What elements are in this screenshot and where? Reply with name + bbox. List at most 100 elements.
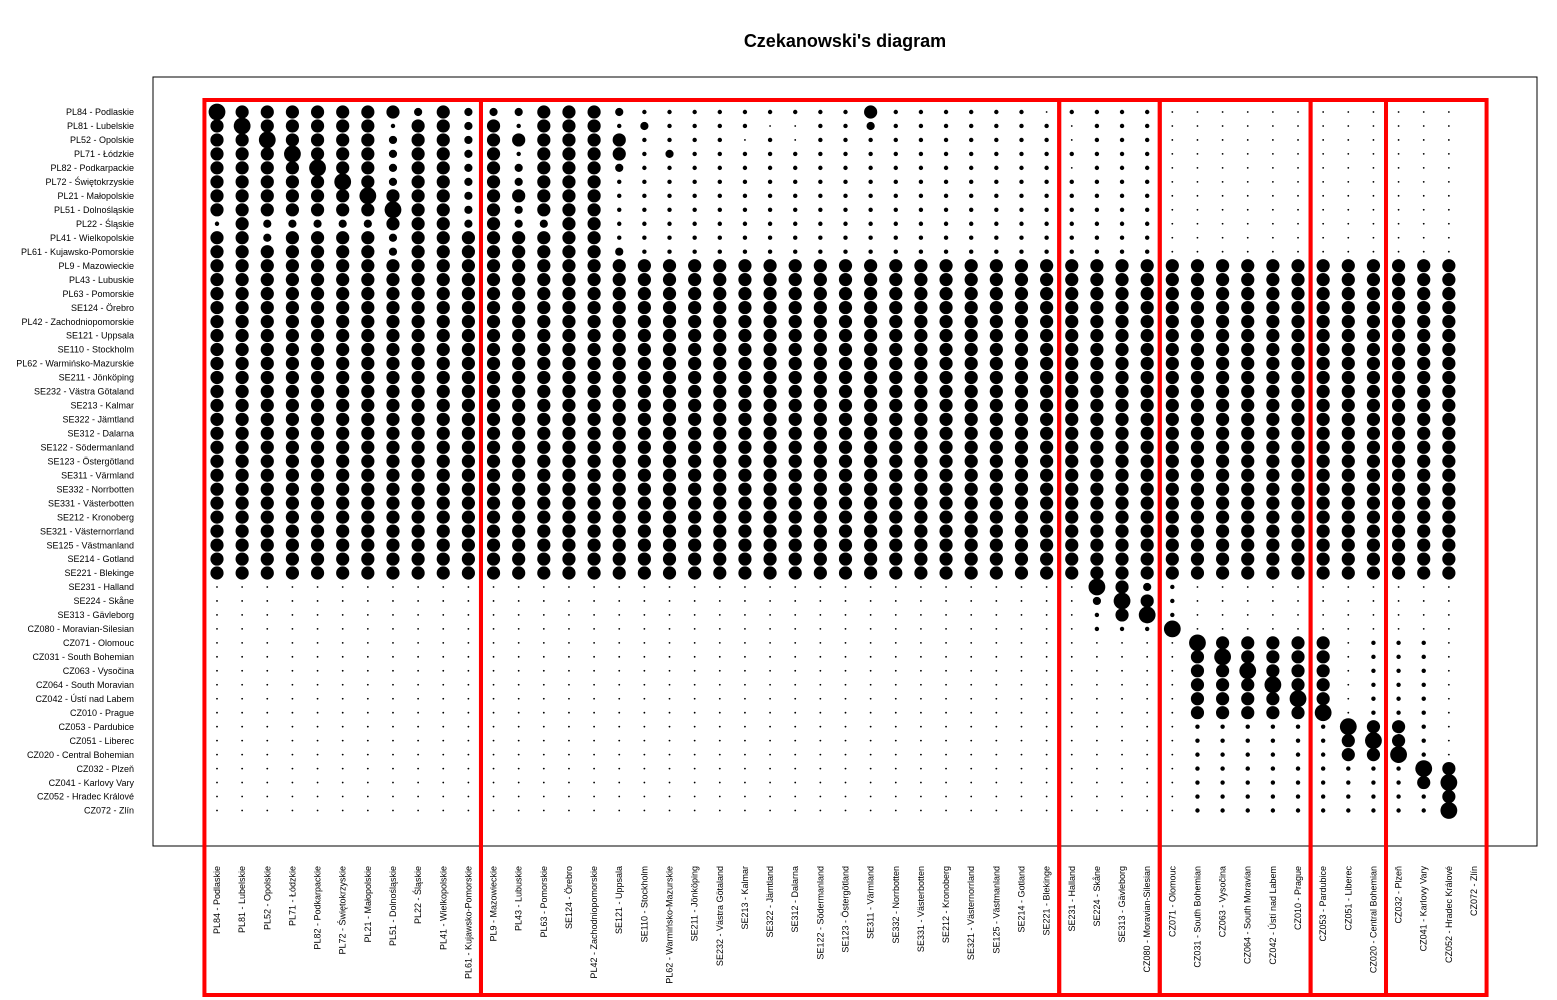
symbol-dot bbox=[1271, 208, 1274, 211]
symbol-dot bbox=[819, 641, 822, 644]
symbol-dot bbox=[989, 412, 1003, 426]
symbol-dot bbox=[1417, 412, 1431, 426]
symbol-dot bbox=[291, 809, 294, 812]
symbol-dot bbox=[336, 454, 350, 468]
symbol-dot bbox=[718, 795, 721, 798]
symbol-dot bbox=[964, 496, 978, 510]
symbol-dot bbox=[467, 781, 470, 784]
symbol-dot bbox=[945, 781, 947, 784]
symbol-dot bbox=[1190, 664, 1205, 678]
symbol-dot bbox=[260, 538, 274, 552]
symbol-dot bbox=[794, 669, 797, 672]
row-label: CZ071 - Olomouc bbox=[63, 638, 135, 648]
symbol-dot bbox=[617, 179, 622, 185]
symbol-dot bbox=[336, 328, 350, 343]
symbol-dot bbox=[291, 641, 294, 644]
symbol-dot bbox=[889, 482, 903, 496]
symbol-dot bbox=[718, 809, 721, 812]
symbol-dot bbox=[1090, 287, 1104, 301]
symbol-dot bbox=[738, 328, 752, 343]
symbol-dot bbox=[1216, 398, 1230, 412]
symbol-dot bbox=[1241, 706, 1255, 720]
symbol-dot bbox=[1119, 221, 1125, 226]
symbol-dot bbox=[1241, 440, 1255, 454]
symbol-dot bbox=[995, 795, 998, 798]
symbol-dot bbox=[818, 109, 823, 115]
column-label: SE313 - Gävleborg bbox=[1117, 866, 1127, 943]
symbol-dot bbox=[889, 426, 903, 440]
symbol-dot bbox=[767, 179, 773, 185]
symbol-dot bbox=[492, 586, 495, 588]
symbol-dot bbox=[562, 287, 576, 301]
symbol-dot bbox=[1119, 151, 1125, 157]
symbol-dot bbox=[920, 600, 922, 602]
symbol-dot bbox=[692, 249, 697, 254]
symbol-dot bbox=[995, 683, 998, 686]
symbol-dot bbox=[492, 600, 495, 602]
symbol-dot bbox=[266, 711, 269, 714]
symbol-dot bbox=[1165, 370, 1179, 385]
symbol-dot bbox=[1014, 524, 1029, 538]
symbol-dot bbox=[517, 600, 520, 602]
symbol-dot bbox=[662, 314, 677, 329]
symbol-dot bbox=[1220, 780, 1225, 785]
symbol-dot bbox=[291, 627, 294, 630]
symbol-dot bbox=[995, 739, 998, 742]
symbol-dot bbox=[1165, 524, 1179, 538]
symbol-dot bbox=[291, 739, 294, 742]
symbol-dot bbox=[593, 586, 595, 588]
symbol-dot bbox=[662, 468, 677, 482]
symbol-dot bbox=[537, 203, 551, 217]
symbol-dot bbox=[1014, 440, 1029, 454]
symbol-dot bbox=[486, 454, 501, 468]
symbol-dot bbox=[1019, 249, 1024, 254]
symbol-dot bbox=[1397, 194, 1400, 197]
symbol-dot bbox=[512, 231, 526, 245]
symbol-dot bbox=[1190, 384, 1205, 398]
symbol-dot bbox=[1040, 566, 1054, 580]
symbol-dot bbox=[461, 384, 475, 398]
symbol-dot bbox=[436, 538, 450, 552]
symbol-dot bbox=[241, 683, 244, 686]
symbol-dot bbox=[587, 231, 601, 245]
symbol-dot bbox=[1065, 482, 1079, 496]
symbol-dot bbox=[310, 496, 325, 510]
symbol-dot bbox=[767, 151, 773, 157]
symbol-dot bbox=[310, 384, 325, 398]
symbol-dot bbox=[763, 412, 777, 426]
symbol-dot bbox=[1094, 193, 1100, 199]
symbol-dot bbox=[1096, 655, 1098, 658]
symbol-dot bbox=[291, 614, 294, 616]
column-label: PL21 - Małopolskie bbox=[363, 866, 373, 943]
symbol-dot bbox=[914, 524, 928, 538]
symbol-dot bbox=[692, 193, 697, 199]
symbol-dot bbox=[1239, 662, 1257, 680]
symbol-dot bbox=[1171, 236, 1174, 239]
symbol-dot bbox=[838, 398, 853, 412]
symbol-dot bbox=[667, 193, 672, 199]
symbol-dot bbox=[1322, 166, 1325, 169]
symbol-dot bbox=[361, 496, 375, 510]
symbol-dot bbox=[392, 586, 394, 588]
symbol-dot bbox=[1146, 767, 1149, 770]
symbol-dot bbox=[844, 697, 847, 700]
symbol-dot bbox=[461, 356, 475, 371]
symbol-dot bbox=[1241, 426, 1255, 440]
symbol-dot bbox=[945, 795, 947, 798]
symbol-dot bbox=[467, 655, 470, 658]
symbol-dot bbox=[241, 600, 244, 602]
symbol-dot bbox=[662, 370, 677, 385]
symbol-dot bbox=[1196, 627, 1199, 630]
symbol-dot bbox=[794, 795, 797, 798]
symbol-dot bbox=[668, 739, 671, 742]
column-label: SE211 - Jönköping bbox=[690, 866, 700, 941]
symbol-dot bbox=[1417, 552, 1431, 566]
symbol-dot bbox=[1291, 440, 1305, 454]
symbol-dot bbox=[844, 627, 847, 630]
symbol-dot bbox=[341, 586, 344, 588]
symbol-dot bbox=[512, 384, 526, 398]
symbol-dot bbox=[989, 524, 1003, 538]
symbol-dot bbox=[1165, 384, 1179, 398]
symbol-dot bbox=[1291, 384, 1305, 398]
symbol-dot bbox=[341, 614, 344, 616]
